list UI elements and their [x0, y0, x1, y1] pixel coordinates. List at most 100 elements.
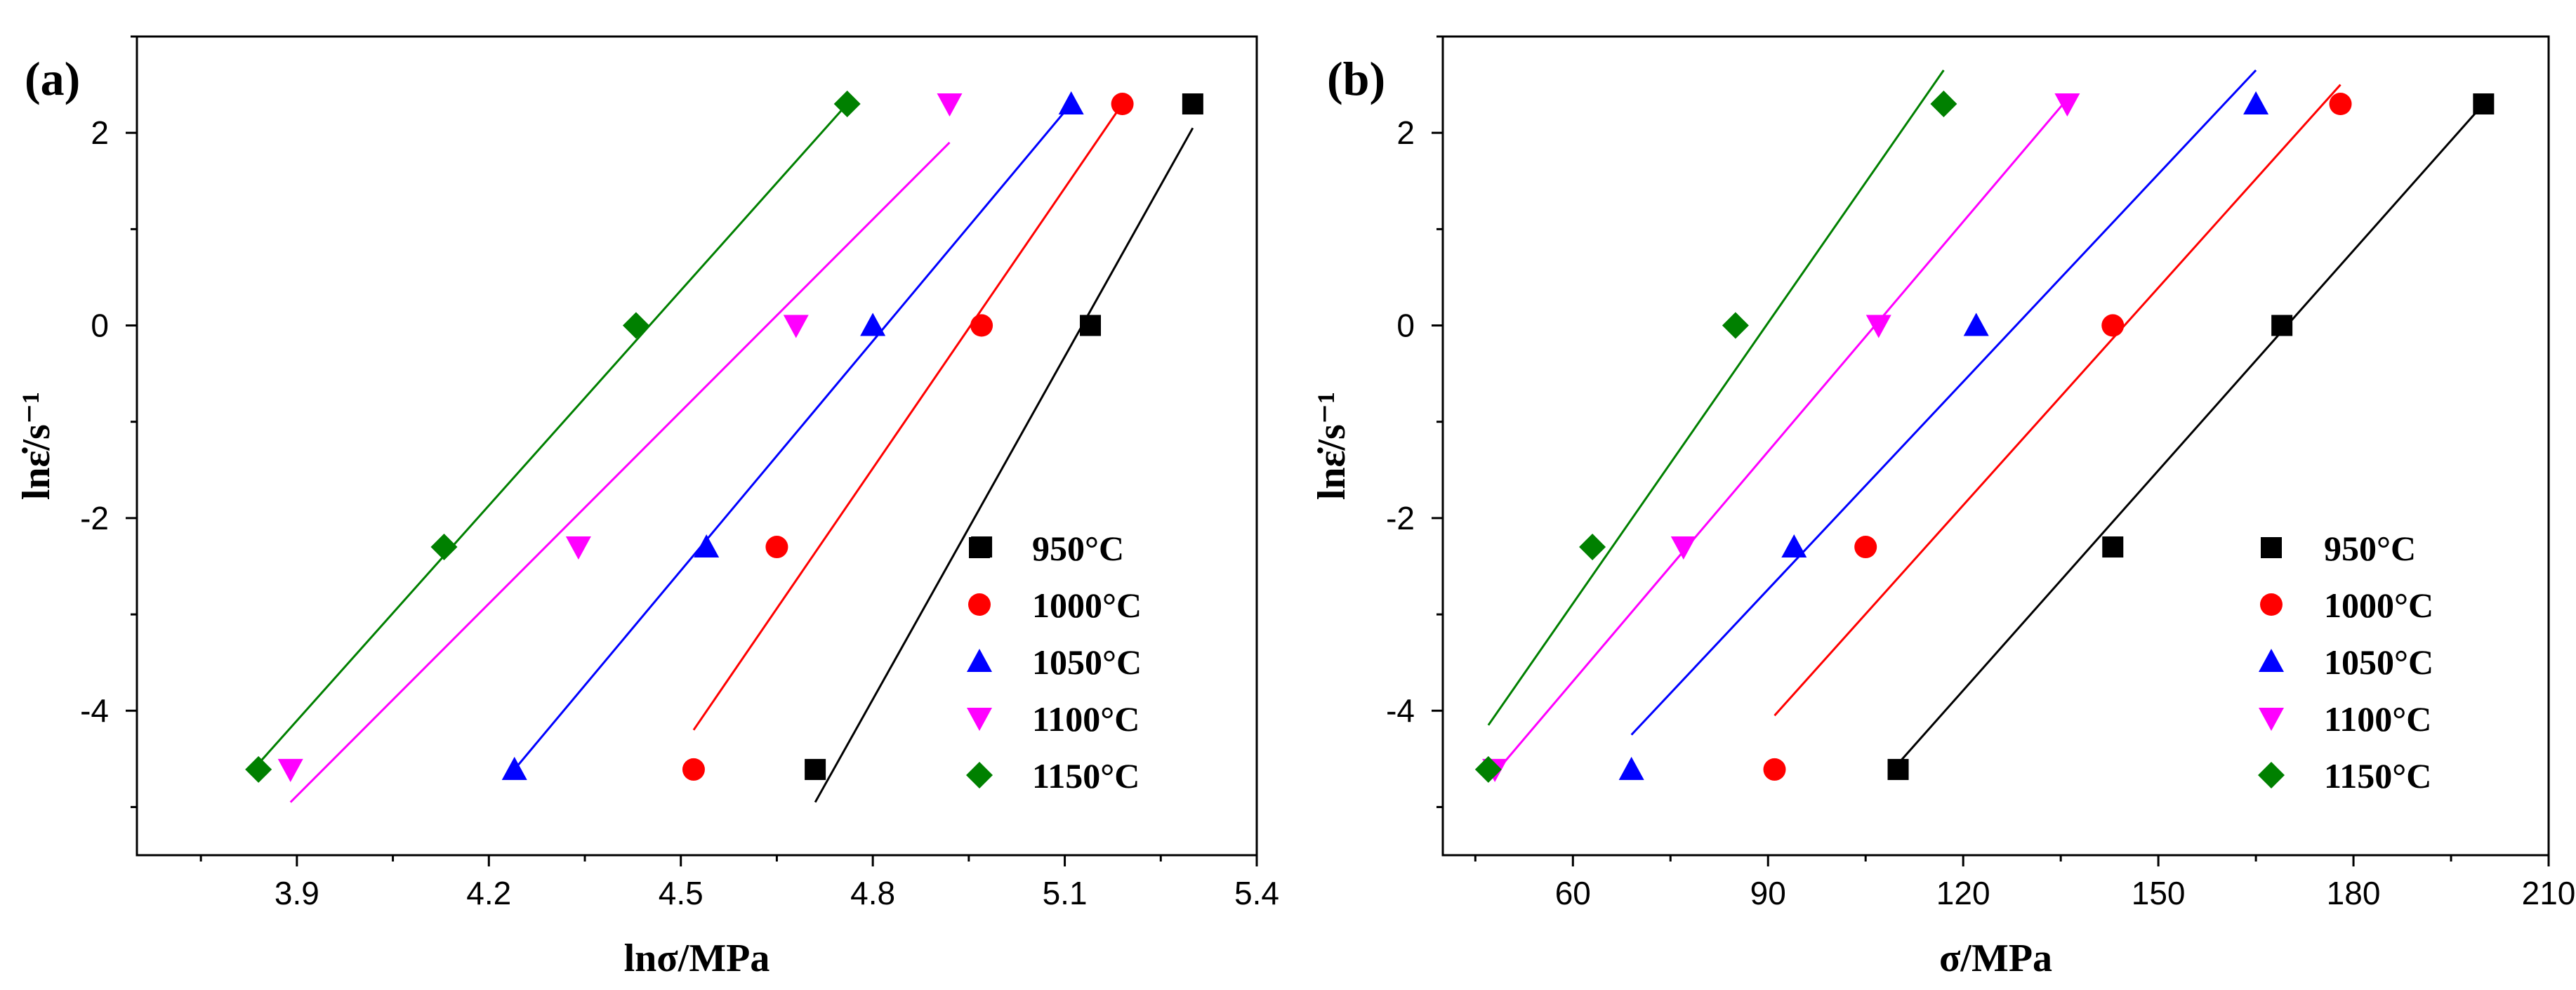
- panel-label: (a): [25, 52, 80, 105]
- y-tick-label: 2: [1396, 114, 1415, 151]
- data-point: [1963, 312, 1989, 336]
- x-tick-label: 4.5: [659, 875, 704, 911]
- panel-label: (b): [1327, 52, 1385, 105]
- fit-line: [289, 141, 951, 803]
- data-point: [860, 312, 886, 336]
- legend-label: 1100°C: [2324, 699, 2431, 739]
- legend-label: 1000°C: [1032, 586, 1142, 625]
- series-950°C: [805, 93, 1203, 803]
- legend-label: 950°C: [1032, 529, 1124, 568]
- data-point: [1930, 91, 1957, 118]
- x-tick-label: 3.9: [275, 875, 319, 911]
- data-point: [765, 536, 788, 559]
- data-point: [1670, 536, 1696, 560]
- series-1050°C: [1618, 69, 2269, 780]
- legend-marker: [2259, 708, 2284, 731]
- legend-marker: [966, 762, 993, 788]
- data-point: [1763, 758, 1786, 781]
- data-point: [783, 315, 809, 338]
- x-tick-label: 5.4: [1234, 875, 1279, 911]
- legend-marker: [2260, 593, 2283, 616]
- data-point: [970, 314, 993, 337]
- data-point: [565, 536, 591, 560]
- data-point: [430, 534, 458, 561]
- data-point: [937, 93, 963, 117]
- data-point: [1722, 312, 1749, 339]
- legend-label: 1150°C: [2324, 756, 2431, 796]
- data-point: [1182, 93, 1203, 115]
- legend-marker: [2258, 762, 2285, 788]
- series-1100°C: [277, 93, 963, 803]
- fit-line: [513, 103, 1072, 770]
- y-tick-label: 2: [91, 114, 109, 151]
- fit-line: [1493, 98, 2068, 774]
- fit-line: [1774, 84, 2341, 717]
- legend-label: 950°C: [2324, 529, 2416, 568]
- data-point: [2271, 315, 2293, 336]
- series-1050°C: [501, 91, 1084, 780]
- fit-line: [1897, 103, 2485, 765]
- legend-marker: [969, 537, 990, 558]
- y-tick-label: -2: [1386, 500, 1415, 536]
- data-point: [682, 758, 705, 781]
- x-tick-label: 150: [2132, 875, 2186, 911]
- x-tick-label: 90: [1750, 875, 1786, 911]
- y-tick-label: 0: [1396, 308, 1415, 344]
- x-tick-label: 60: [1555, 875, 1591, 911]
- data-point: [1080, 315, 1102, 336]
- data-point: [2243, 91, 2269, 115]
- fit-line: [814, 127, 1194, 803]
- plot-frame: [136, 35, 1258, 857]
- y-tick-label: -4: [80, 692, 109, 729]
- y-tick-label: -4: [1386, 692, 1415, 729]
- fit-line: [1630, 69, 2257, 736]
- legend-marker: [2259, 649, 2284, 672]
- fit-line: [258, 103, 848, 765]
- data-point: [1058, 91, 1084, 115]
- data-point: [1854, 536, 1877, 559]
- series-950°C: [1887, 93, 2495, 780]
- series-1150°C: [245, 91, 861, 783]
- legend-marker: [968, 593, 991, 616]
- panel-a: 3.9 4.2 4.5 4.8 5.1 5.4 -4 -2 0 2 lnσ/MPa lnε̇/s⁻¹ (…: [15, 35, 1279, 980]
- y-tick-label: -2: [80, 500, 109, 536]
- x-axis-title: σ/MPa: [1939, 937, 2052, 980]
- data-point: [1887, 758, 1909, 780]
- data-point: [1111, 93, 1134, 116]
- series-1000°C: [682, 93, 1134, 781]
- data-point: [2102, 536, 2124, 558]
- legend-label: 1150°C: [1032, 756, 1140, 796]
- data-point: [1579, 534, 1606, 561]
- data-point: [1865, 315, 1891, 338]
- data-point: [2054, 93, 2080, 117]
- data-point: [277, 758, 303, 782]
- data-point: [1781, 534, 1807, 558]
- data-point: [245, 755, 272, 783]
- data-point: [2473, 93, 2495, 115]
- data-point: [501, 756, 527, 780]
- legend-label: 1050°C: [1032, 642, 1142, 682]
- data-point: [694, 534, 720, 558]
- x-axis-title: lnσ/MPa: [624, 937, 770, 980]
- data-point: [2329, 93, 2352, 116]
- data-point: [833, 91, 861, 118]
- x-tick-label: 210: [2522, 875, 2576, 911]
- series-1150°C: [1474, 70, 1957, 783]
- legend-label: 1050°C: [2324, 642, 2433, 682]
- y-tick-label: 0: [91, 308, 109, 344]
- x-tick-label: 120: [1936, 875, 1990, 911]
- data-point: [1618, 756, 1644, 780]
- data-point: [805, 758, 826, 780]
- x-tick-label: 4.8: [850, 875, 895, 911]
- y-axis-title: lnε̇/s⁻¹: [1310, 392, 1354, 500]
- panel-b: 60 90 120 150 180 210 -4 -2 0 2 σ/MPa lnε̇/s⁻¹ (b) 95…: [1310, 35, 2576, 980]
- x-tick-label: 180: [2327, 875, 2381, 911]
- fit-line: [1487, 70, 1945, 726]
- legend-marker: [2261, 537, 2282, 558]
- data-point: [2101, 314, 2125, 337]
- legend-marker: [967, 649, 992, 672]
- y-axis-title: lnε̇/s⁻¹: [15, 392, 58, 500]
- data-point: [622, 312, 649, 339]
- legend-label: 1100°C: [1032, 699, 1140, 739]
